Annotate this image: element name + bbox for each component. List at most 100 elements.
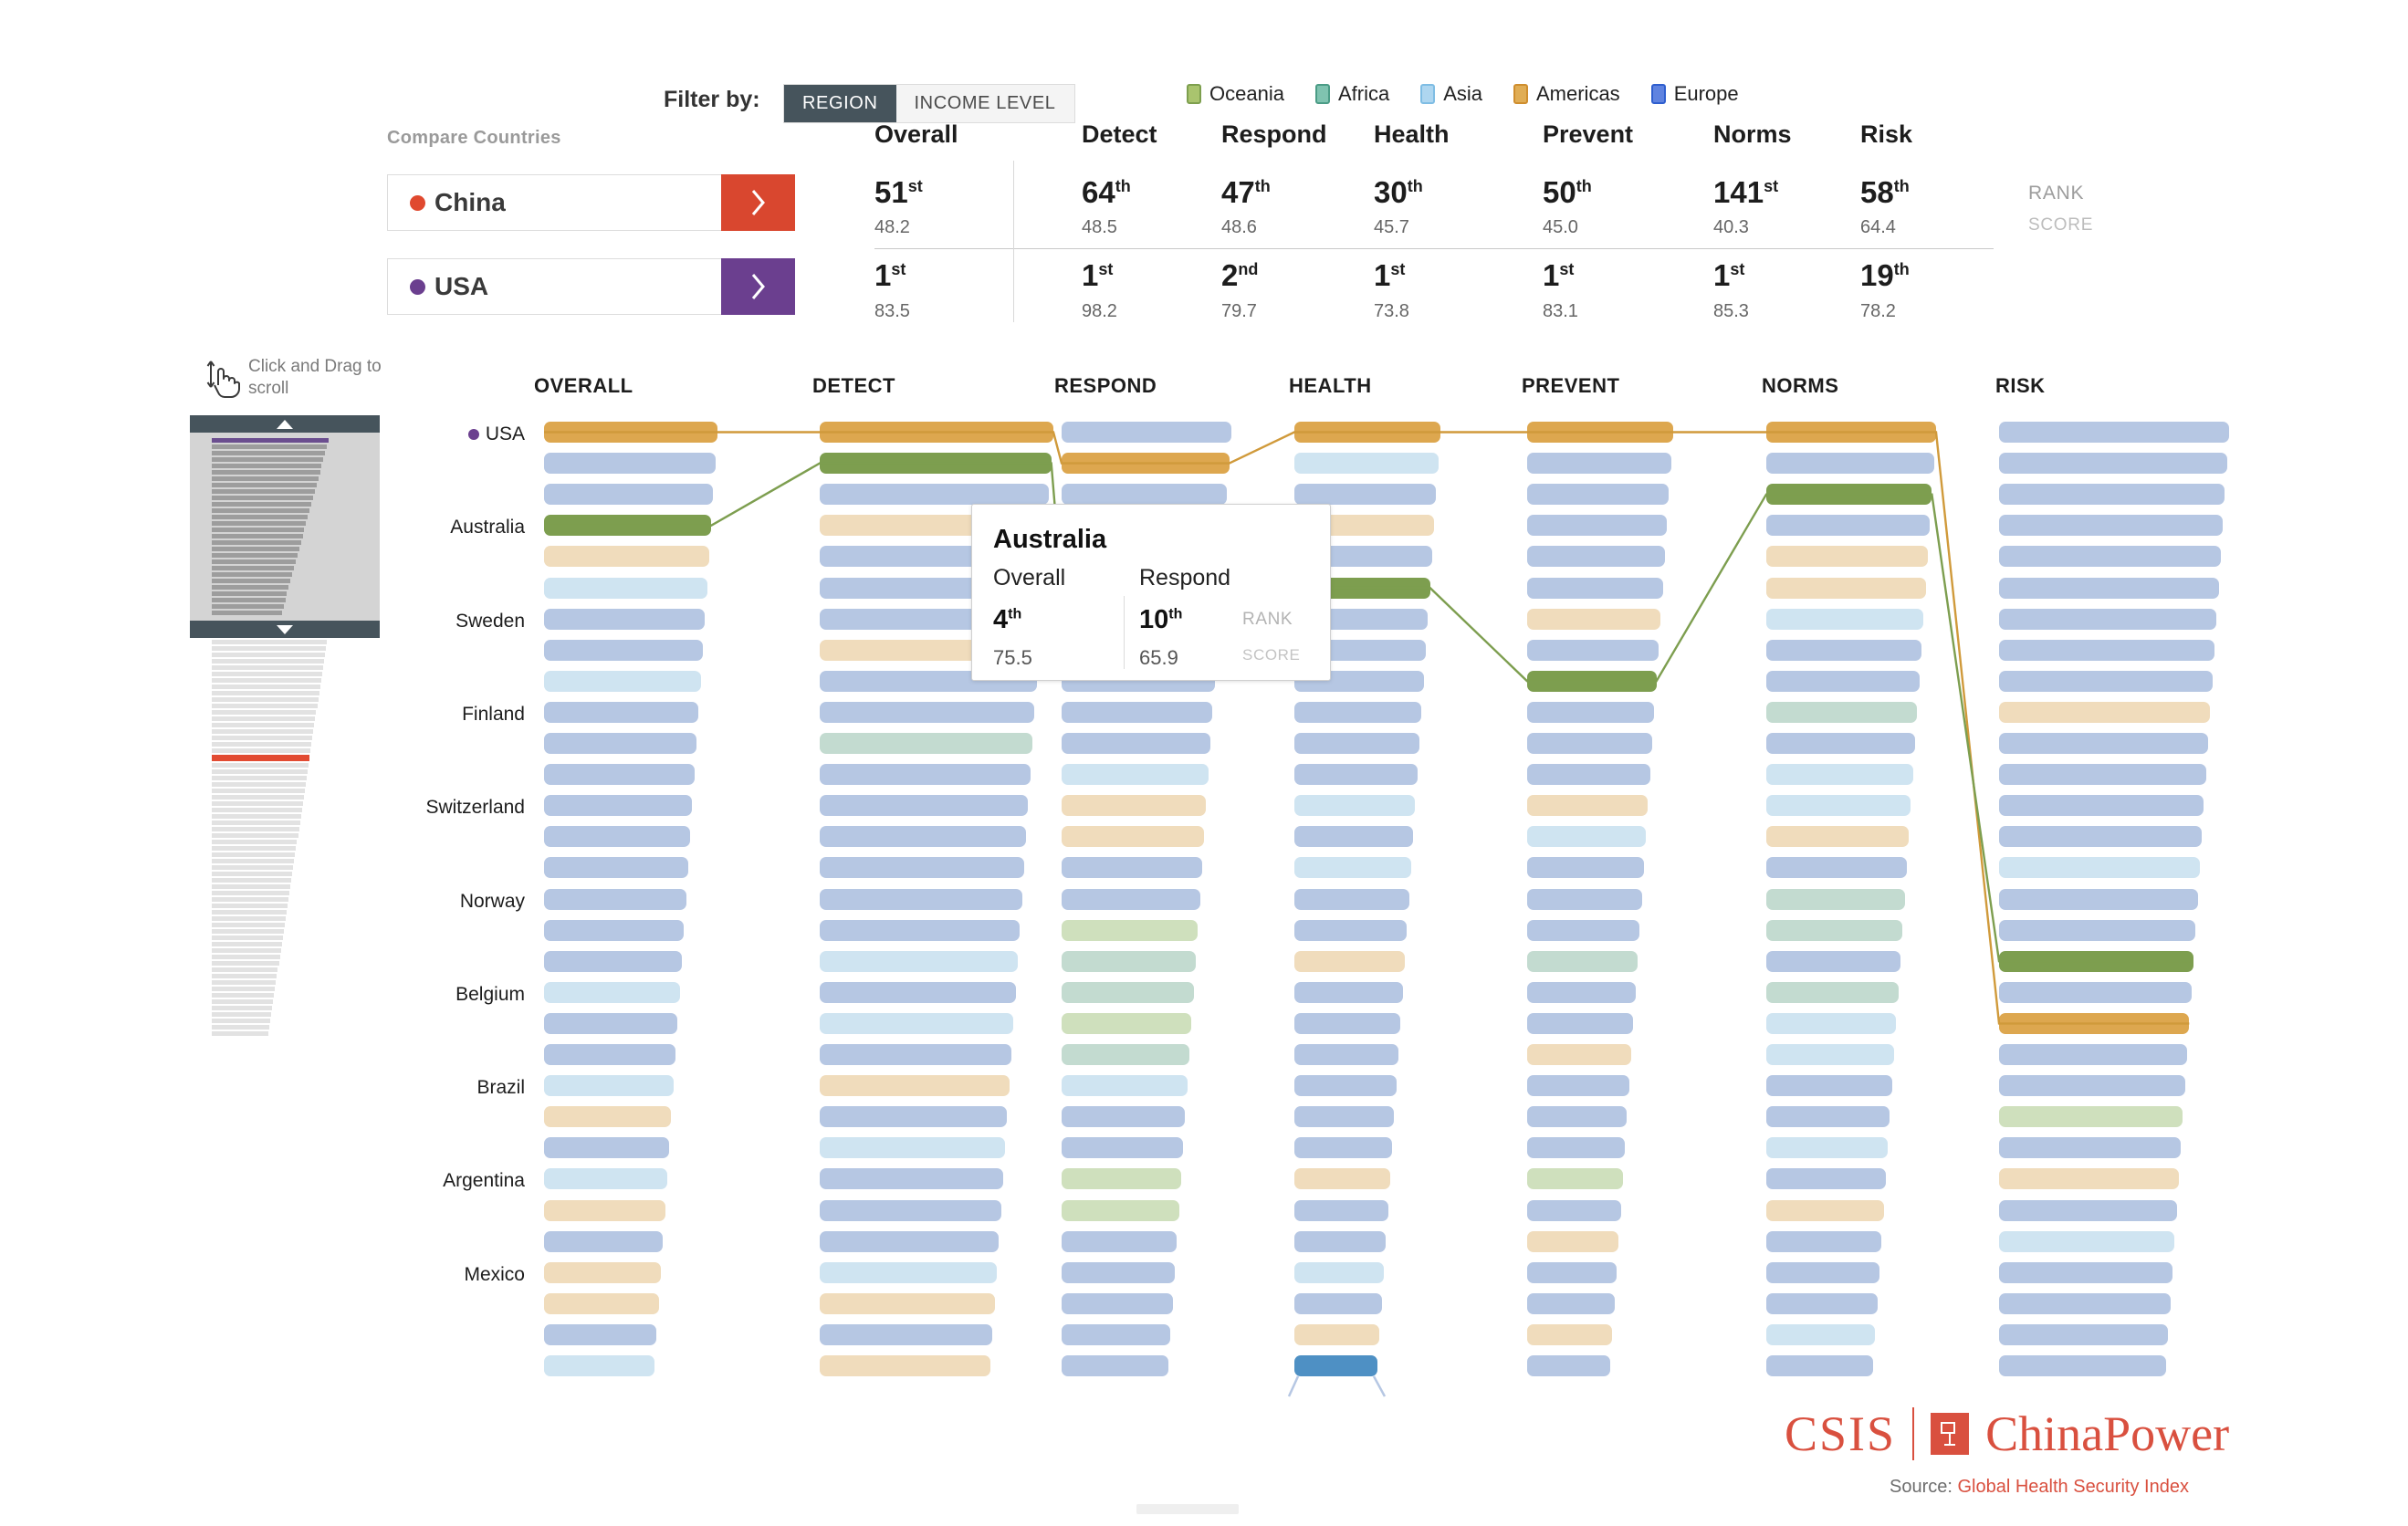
chart-bar[interactable] (1062, 1137, 1184, 1159)
chart-bar[interactable] (544, 1355, 654, 1376)
chart-bar[interactable] (1294, 857, 1411, 879)
chart-bar[interactable] (1766, 826, 1910, 848)
chart-bar[interactable] (544, 1012, 678, 1034)
chart-bar[interactable] (544, 608, 706, 630)
chart-bar[interactable] (1527, 1137, 1626, 1159)
chart-bar[interactable] (544, 1075, 674, 1097)
chart-bar[interactable] (1999, 733, 2208, 754)
chart-bar[interactable] (1999, 1168, 2179, 1190)
chart-bar[interactable] (1527, 950, 1638, 972)
legend-item-europe[interactable]: Europe (1650, 82, 1739, 106)
chart-bar[interactable] (1999, 1355, 2166, 1376)
legend-item-oceania[interactable]: Oceania (1187, 82, 1284, 106)
chart-bar[interactable] (820, 1075, 1010, 1097)
chart-bar[interactable] (1062, 1012, 1192, 1034)
chart-bar[interactable] (1062, 422, 1231, 443)
chart-bar[interactable] (1766, 857, 1907, 879)
chart-bar[interactable] (1766, 950, 1900, 972)
chart-row-label-brazil[interactable]: Brazil (347, 1077, 525, 1099)
chart-bar[interactable] (1062, 1292, 1173, 1314)
chart-bar[interactable] (1999, 1075, 2185, 1097)
chart-bar[interactable] (1294, 1168, 1390, 1190)
chart-bar[interactable] (1294, 701, 1422, 723)
chart-bar[interactable] (544, 1199, 665, 1221)
chart-bar[interactable] (544, 888, 686, 910)
chart-bar[interactable] (1062, 764, 1209, 786)
chart-bar[interactable] (820, 453, 1052, 475)
chart-bar[interactable] (1999, 422, 2229, 443)
chart-bar[interactable] (1766, 484, 1932, 506)
chart-bar[interactable] (1527, 981, 1636, 1003)
chart-bar[interactable] (1766, 1075, 1892, 1097)
chart-bar[interactable] (820, 950, 1018, 972)
chart-bar[interactable] (1062, 1044, 1189, 1065)
chart-row-label-belgium[interactable]: Belgium (347, 984, 525, 1006)
filter-option-income-level[interactable]: INCOME LEVEL (895, 85, 1074, 122)
chart-bar[interactable] (1999, 1261, 2172, 1283)
chart-bar[interactable] (1294, 981, 1403, 1003)
chart-bar[interactable] (1999, 670, 2213, 692)
chart-bar[interactable] (1527, 422, 1673, 443)
chart-bar[interactable] (544, 515, 712, 537)
chart-bar[interactable] (820, 1355, 990, 1376)
chart-bar[interactable] (820, 484, 1050, 506)
chart-bar[interactable] (1527, 1075, 1629, 1097)
chart-bar[interactable] (1766, 764, 1913, 786)
chart-bar[interactable] (544, 1106, 672, 1128)
chart-bar[interactable] (820, 1292, 995, 1314)
chart-bar[interactable] (1062, 1106, 1186, 1128)
chart-bar[interactable] (1766, 1230, 1882, 1252)
chart-row-label-sweden[interactable]: Sweden (347, 611, 525, 632)
chart-bar[interactable] (1527, 1199, 1621, 1221)
chart-bar[interactable] (1294, 888, 1409, 910)
chart-bar[interactable] (1766, 608, 1924, 630)
chart-bar[interactable] (1999, 857, 2200, 879)
chart-bar[interactable] (544, 546, 709, 568)
chart-bar[interactable] (820, 1012, 1014, 1034)
chart-row-label-australia[interactable]: Australia (347, 517, 525, 538)
chart-bar[interactable] (1062, 484, 1228, 506)
minimap-remaining-rows[interactable] (190, 640, 380, 1036)
chart-bar[interactable] (1294, 1044, 1398, 1065)
chart-bar[interactable] (544, 795, 693, 817)
chart-bar[interactable] (1999, 1012, 2190, 1034)
chart-bar[interactable] (1766, 670, 1920, 692)
source-link[interactable]: Global Health Security Index (1957, 1477, 2189, 1497)
chart-bar[interactable] (1062, 888, 1200, 910)
filter-option-region[interactable]: REGION (784, 85, 896, 122)
legend-item-americas[interactable]: Americas (1513, 82, 1620, 106)
scroll-minimap[interactable] (190, 415, 380, 1038)
chart-bar[interactable] (1062, 1355, 1168, 1376)
chart-bar[interactable] (1999, 826, 2203, 848)
chevron-right-icon[interactable] (721, 258, 795, 315)
chart-bar[interactable] (1294, 733, 1419, 754)
chart-bar[interactable] (1294, 484, 1437, 506)
chart-bar[interactable] (544, 701, 699, 723)
chart-bar[interactable] (544, 577, 707, 599)
chart-bar[interactable] (1999, 701, 2211, 723)
chart-bar[interactable] (1062, 733, 1210, 754)
chart-bar[interactable] (1766, 733, 1915, 754)
chart-bar[interactable] (544, 639, 703, 661)
chart-bar[interactable] (820, 857, 1024, 879)
chart-bar[interactable] (544, 733, 696, 754)
chart-bar[interactable] (1999, 484, 2225, 506)
chart-bar[interactable] (544, 857, 688, 879)
chart-bar[interactable] (1527, 826, 1647, 848)
chart-bar[interactable] (1294, 919, 1408, 941)
chart-bar[interactable] (820, 764, 1031, 786)
chart-bar[interactable] (544, 826, 691, 848)
chart-bar[interactable] (1999, 795, 2204, 817)
chart-bar[interactable] (1766, 1137, 1889, 1159)
chart-bar[interactable] (1294, 453, 1439, 475)
chart-bar[interactable] (544, 670, 701, 692)
chart-bar[interactable] (1999, 546, 2221, 568)
chart-bar[interactable] (1527, 888, 1642, 910)
chart-bar[interactable] (1999, 1044, 2187, 1065)
chart-bar[interactable] (820, 826, 1027, 848)
chart-bar[interactable] (1766, 1168, 1886, 1190)
chart-bar[interactable] (1294, 1292, 1382, 1314)
chart-bar[interactable] (820, 1044, 1011, 1065)
chart-bar[interactable] (1766, 888, 1905, 910)
chart-bar[interactable] (544, 1137, 670, 1159)
